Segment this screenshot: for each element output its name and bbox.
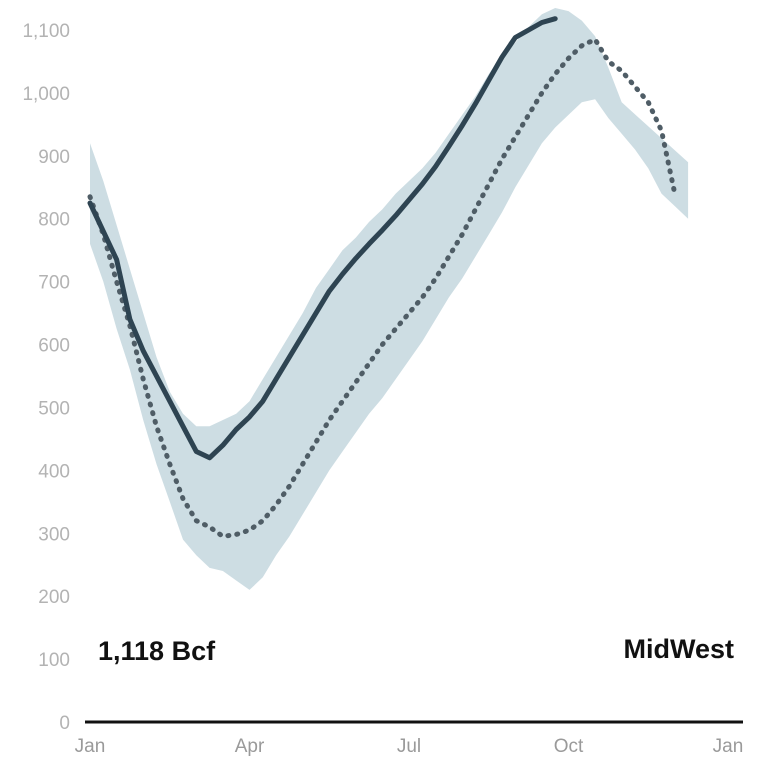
y-tick-label: 700 <box>38 273 70 294</box>
five-year-average-line <box>87 36 678 540</box>
y-tick-label: 0 <box>59 713 70 734</box>
current-year-line <box>87 16 558 461</box>
y-tick-label: 900 <box>38 147 70 168</box>
y-tick-label: 500 <box>38 398 70 419</box>
x-tick-label: Jan <box>713 736 744 757</box>
x-tick-label: Jul <box>397 736 421 757</box>
y-tick-label: 100 <box>38 650 70 671</box>
x-tick-label: Oct <box>554 736 584 757</box>
five-year-range-band <box>90 8 689 590</box>
y-tick-label: 800 <box>38 210 70 231</box>
x-tick-label: Jan <box>75 736 106 757</box>
current-value-label: 1,118 Bcf <box>98 636 216 666</box>
y-tick-label: 300 <box>38 524 70 545</box>
region-label: MidWest <box>623 634 734 664</box>
y-tick-label: 1,100 <box>22 21 70 42</box>
y-tick-label: 1,000 <box>22 84 70 105</box>
y-tick-label: 600 <box>38 336 70 357</box>
y-axis: 0 100 200 300 400 500 600 700 800 900 1,000 1,100 <box>22 21 70 734</box>
y-tick-label: 200 <box>38 587 70 608</box>
y-tick-label: 400 <box>38 461 70 482</box>
x-axis: Jan Apr Jul Oct Jan <box>75 736 744 757</box>
x-tick-label: Apr <box>235 736 265 757</box>
